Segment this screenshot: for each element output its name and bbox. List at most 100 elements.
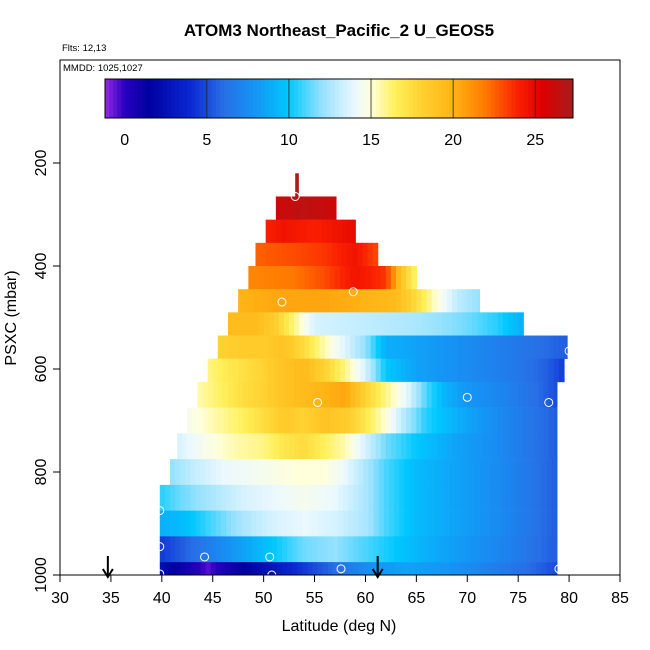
heatmap-cell bbox=[309, 335, 316, 359]
heatmap-cell bbox=[353, 562, 359, 575]
heatmap-cell bbox=[429, 536, 436, 563]
heatmap-cell bbox=[265, 219, 272, 244]
heatmap-cell bbox=[360, 335, 367, 359]
heatmap-cell bbox=[441, 381, 448, 408]
heatmap-cell bbox=[533, 407, 540, 434]
colorbar-tick-label: 25 bbox=[526, 132, 544, 149]
heatmap-cell bbox=[385, 289, 392, 313]
heatmap-cell bbox=[271, 484, 278, 511]
colorbar-segment bbox=[343, 79, 348, 118]
heatmap-cell bbox=[558, 335, 565, 359]
heatmap-cell bbox=[304, 381, 311, 408]
heatmap-cell bbox=[370, 312, 377, 336]
heatmap-cell bbox=[414, 562, 421, 575]
heatmap-cell bbox=[429, 510, 436, 537]
heatmap-cell bbox=[457, 289, 463, 313]
heatmap-cell bbox=[301, 242, 307, 267]
heatmap-cell bbox=[169, 536, 176, 563]
heatmap-cell bbox=[426, 407, 433, 434]
heatmap-cell bbox=[363, 536, 370, 563]
heatmap-cell bbox=[258, 335, 265, 359]
heatmap-cell bbox=[538, 358, 545, 383]
heatmap-cell bbox=[543, 381, 550, 408]
heatmap-cell bbox=[231, 459, 237, 486]
heatmap-cell bbox=[358, 484, 365, 511]
heatmap-cell bbox=[210, 562, 217, 575]
heatmap-cell bbox=[439, 484, 446, 511]
arrow-head bbox=[371, 568, 384, 579]
heatmap-cell bbox=[355, 312, 361, 336]
heatmap-cell bbox=[287, 562, 293, 575]
heatmap-cell bbox=[467, 433, 473, 460]
measurement-circle bbox=[348, 287, 358, 297]
heatmap-cell bbox=[337, 459, 344, 486]
colorbar-segment bbox=[441, 79, 447, 118]
heatmap-cell bbox=[472, 381, 479, 408]
heatmap-cell bbox=[502, 335, 509, 359]
colorbar-segment bbox=[166, 79, 172, 118]
heatmap-cell bbox=[340, 312, 346, 336]
heatmap-cell bbox=[268, 433, 275, 460]
heatmap-cell bbox=[299, 407, 305, 434]
colorbar-segment bbox=[203, 79, 209, 118]
heatmap-cell bbox=[241, 459, 247, 486]
x-tick-label: 55 bbox=[306, 590, 324, 607]
heatmap-cell bbox=[436, 407, 443, 434]
x-axis-label: Latitude (deg N) bbox=[282, 618, 397, 635]
heatmap-cell bbox=[385, 312, 392, 336]
heatmap-cell bbox=[426, 381, 433, 408]
colorbar-segment bbox=[224, 79, 229, 118]
colorbar-segment bbox=[121, 79, 127, 118]
heatmap-cell bbox=[340, 358, 346, 383]
heatmap-cell bbox=[365, 312, 372, 336]
heatmap-cell bbox=[482, 381, 489, 408]
heatmap-cell bbox=[311, 242, 318, 267]
colorbar-segment bbox=[396, 79, 402, 118]
heatmap-cell bbox=[388, 459, 395, 486]
heatmap-cell bbox=[278, 312, 285, 336]
heatmap-cell bbox=[480, 510, 487, 537]
heatmap-cell bbox=[159, 510, 166, 537]
heatmap-cell bbox=[253, 312, 260, 336]
heatmap-cell bbox=[340, 266, 346, 290]
heatmap-cell bbox=[480, 536, 487, 563]
heatmap-cell bbox=[528, 358, 535, 383]
colorbar-segment bbox=[560, 79, 566, 118]
heatmap-cell bbox=[276, 510, 283, 537]
colorbar-segment bbox=[400, 79, 406, 118]
heatmap-cell bbox=[197, 433, 204, 460]
colorbar-segment bbox=[425, 79, 430, 118]
heatmap-cell bbox=[236, 562, 242, 575]
heatmap-cell bbox=[431, 289, 438, 313]
heatmap-cell bbox=[508, 433, 514, 460]
heatmap-cell bbox=[528, 335, 535, 359]
heatmap-cell bbox=[278, 407, 285, 434]
heatmap-cell bbox=[475, 459, 482, 486]
colorbar-segment bbox=[207, 79, 213, 118]
colorbar-segment bbox=[228, 79, 233, 118]
heatmap-cell bbox=[365, 335, 372, 359]
heatmap-cell bbox=[518, 407, 524, 434]
heatmap-cell bbox=[393, 536, 400, 563]
heatmap-cell bbox=[436, 335, 443, 359]
arrow-head bbox=[102, 568, 114, 579]
heatmap-cell bbox=[248, 381, 255, 408]
heatmap-cell bbox=[449, 562, 456, 575]
heatmap-cell bbox=[197, 381, 204, 408]
heatmap-cell bbox=[452, 358, 458, 383]
heatmap-cell bbox=[256, 484, 263, 511]
colorbar-segment bbox=[195, 79, 200, 118]
heatmap-cell bbox=[329, 407, 336, 434]
heatmap-cell bbox=[375, 358, 382, 383]
heatmap-cell bbox=[482, 407, 489, 434]
heatmap-cell bbox=[533, 433, 540, 460]
heatmap-cell bbox=[329, 289, 336, 313]
heatmap-cell bbox=[475, 510, 482, 537]
heatmap-cell bbox=[243, 433, 249, 460]
heatmap-cell bbox=[278, 335, 285, 359]
heatmap-cell bbox=[253, 433, 260, 460]
heatmap-cell bbox=[452, 381, 458, 408]
heatmap-cell bbox=[326, 219, 333, 244]
heatmap-cell bbox=[370, 381, 377, 408]
heatmap-cell bbox=[355, 335, 361, 359]
